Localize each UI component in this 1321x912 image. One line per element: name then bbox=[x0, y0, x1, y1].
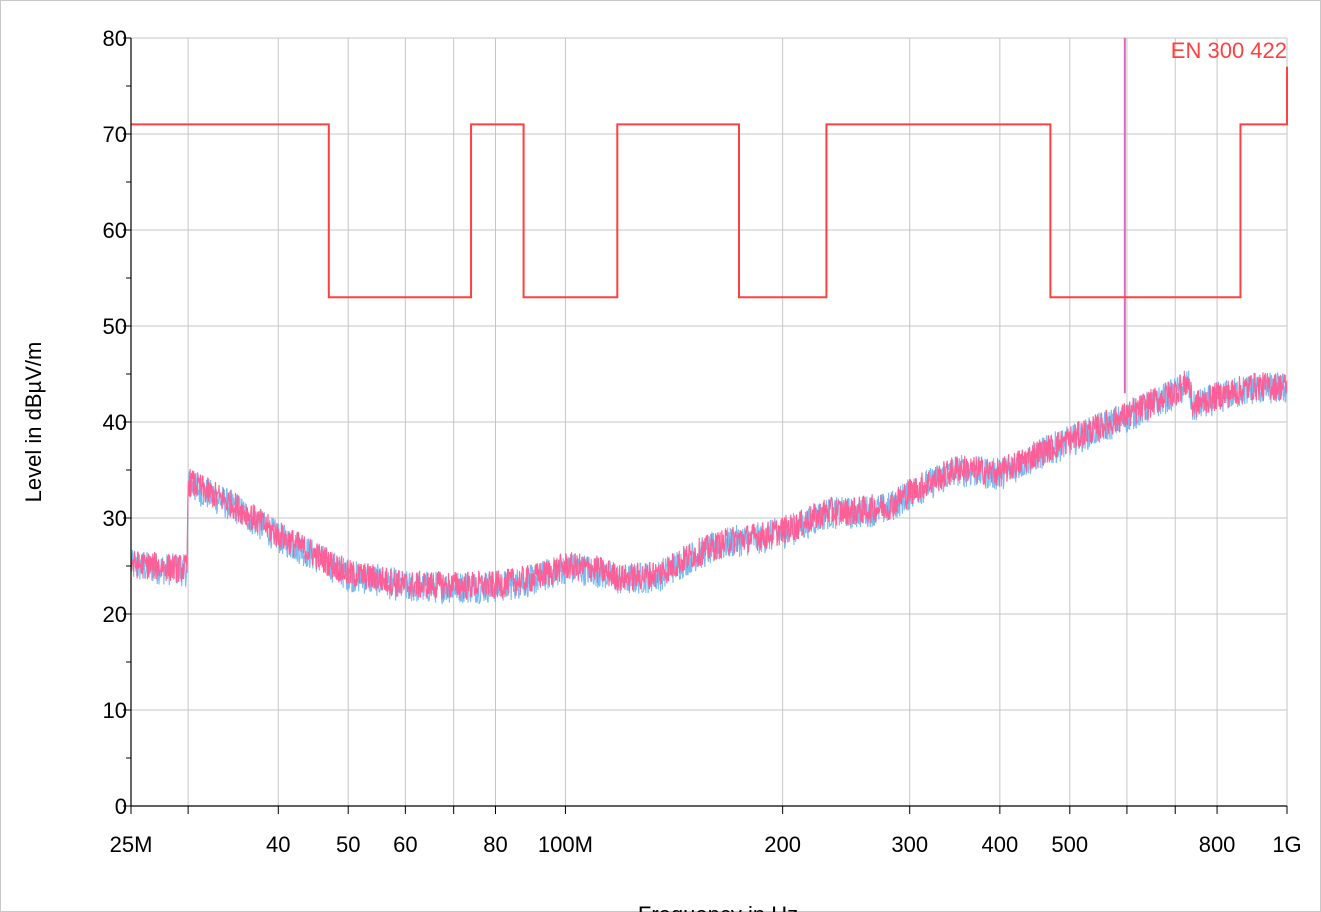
x-tick-label: 100M bbox=[538, 832, 593, 857]
y-tick-labels: 0 10 20 30 40 50 60 70 80 bbox=[103, 26, 127, 819]
measurement-trace bbox=[130, 370, 1288, 605]
y-tick-label: 10 bbox=[103, 698, 127, 723]
x-tick-label: 1G bbox=[1272, 832, 1301, 857]
x-tick-label: 500 bbox=[1051, 832, 1088, 857]
measurement-trace bbox=[130, 370, 1288, 601]
y-tick-label: 40 bbox=[103, 410, 127, 435]
series-layer bbox=[130, 370, 1288, 605]
x-tick-label: 40 bbox=[266, 832, 290, 857]
x-axis-title: Frequency in Hz bbox=[638, 902, 798, 912]
y-axis-title: Level in dBµV/m bbox=[21, 342, 46, 503]
minor-ticks bbox=[126, 85, 131, 759]
axes bbox=[123, 37, 1288, 814]
y-tick-label: 30 bbox=[103, 506, 127, 531]
limit-line-label: EN 300 422 bbox=[1171, 38, 1287, 63]
x-tick-label: 50 bbox=[336, 832, 360, 857]
y-tick-label: 80 bbox=[103, 26, 127, 51]
x-tick-label: 400 bbox=[981, 832, 1018, 857]
x-tick-label: 800 bbox=[1199, 832, 1236, 857]
y-tick-label: 70 bbox=[103, 122, 127, 147]
x-tick-label: 25M bbox=[110, 832, 153, 857]
limit-layer bbox=[131, 38, 1288, 394]
x-tick-label: 200 bbox=[764, 832, 801, 857]
x-tick-label: 60 bbox=[393, 832, 417, 857]
x-tick-label: 80 bbox=[483, 832, 507, 857]
y-tick-label: 20 bbox=[103, 602, 127, 627]
y-tick-label: 60 bbox=[103, 218, 127, 243]
y-tick-label: 50 bbox=[103, 314, 127, 339]
limit-line bbox=[131, 66, 1288, 299]
y-tick-label: 0 bbox=[115, 794, 127, 819]
x-tick-label: 300 bbox=[891, 832, 928, 857]
x-tick-labels: 25M 40 50 60 80 100M 200 300 400 500 800 1G bbox=[110, 832, 1302, 857]
